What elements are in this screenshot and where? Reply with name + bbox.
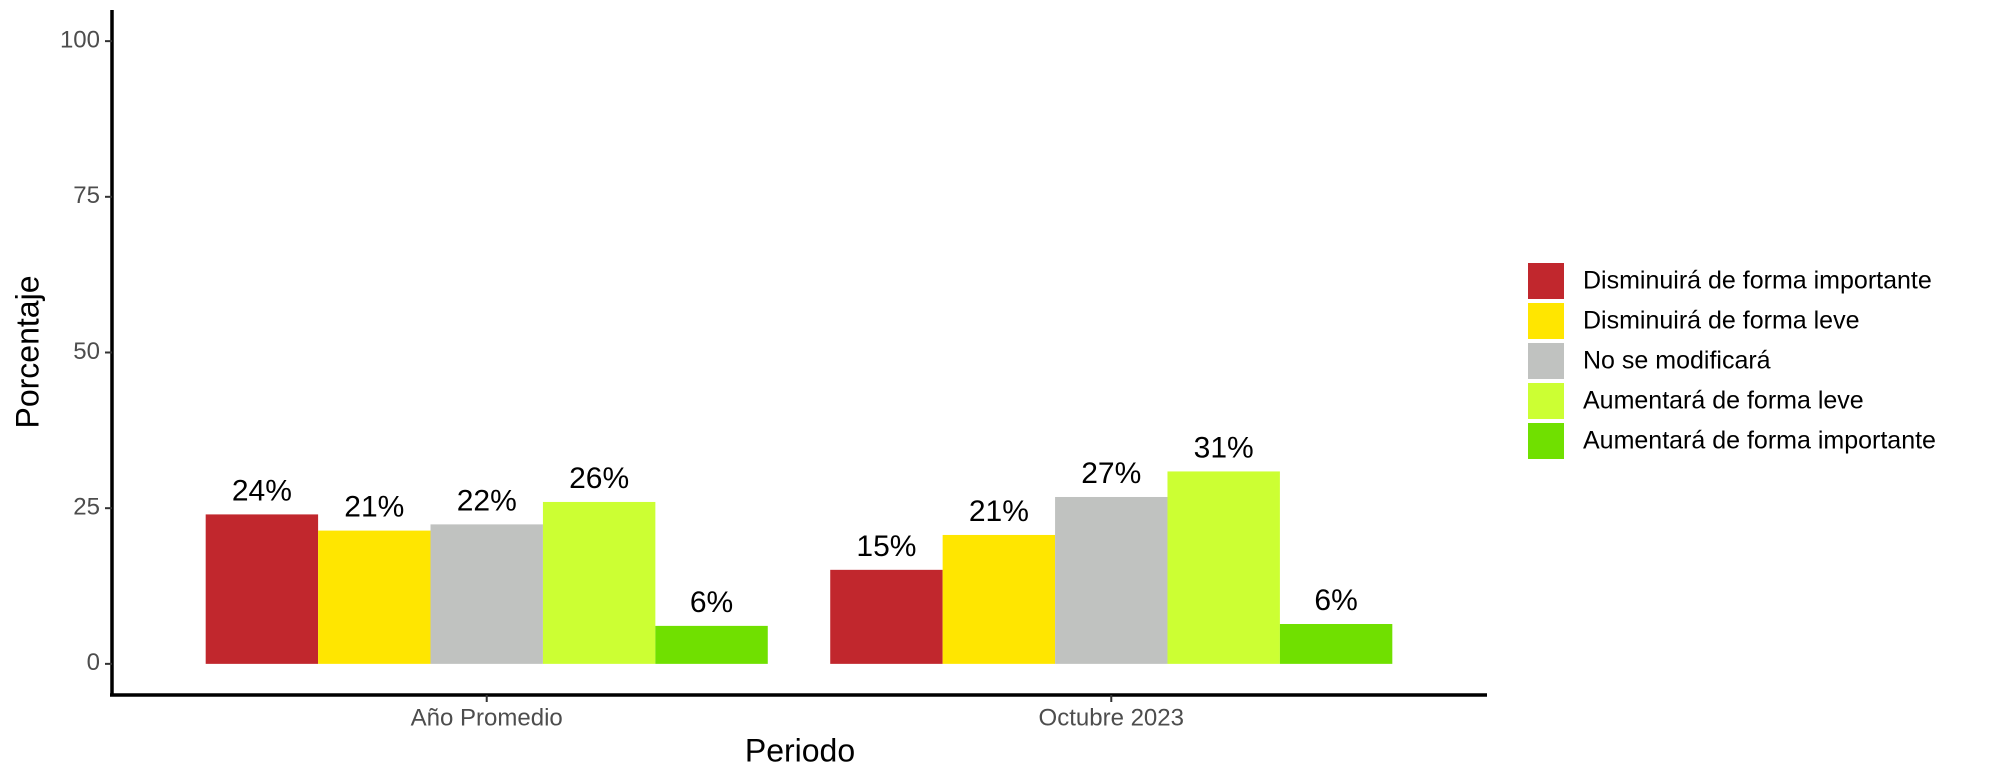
value-label: 21% xyxy=(969,495,1029,528)
y-tick-label: 75 xyxy=(73,182,100,209)
bar xyxy=(542,501,656,664)
value-label: 6% xyxy=(1314,584,1357,617)
value-label: 31% xyxy=(1194,431,1254,464)
legend-swatch xyxy=(1528,303,1564,339)
bar xyxy=(1279,624,1393,664)
y-tick-label: 0 xyxy=(87,649,100,676)
value-label: 27% xyxy=(1081,457,1141,490)
bar xyxy=(655,625,768,664)
value-label: 15% xyxy=(856,530,916,563)
bar xyxy=(205,514,319,664)
x-tick-label: Año Promedio xyxy=(411,704,563,731)
value-label: 22% xyxy=(457,484,517,517)
value-label: 21% xyxy=(344,491,404,524)
legend-label: Disminuirá de forma importante xyxy=(1583,267,1932,295)
legend-swatch xyxy=(1528,263,1564,299)
y-tick-label: 25 xyxy=(73,494,100,521)
legend-swatch xyxy=(1528,343,1564,379)
bar xyxy=(1055,496,1168,664)
bar xyxy=(430,524,543,664)
y-tick-label: 100 xyxy=(60,26,100,53)
legend-swatch xyxy=(1528,423,1564,459)
bar xyxy=(942,534,1056,664)
value-label: 6% xyxy=(690,586,733,619)
bar xyxy=(1167,471,1280,664)
legend-label: Aumentará de forma importante xyxy=(1583,427,1936,455)
legend-swatch xyxy=(1528,383,1564,419)
x-tick-label: Octubre 2023 xyxy=(1039,704,1184,731)
bar xyxy=(830,569,943,664)
value-label: 24% xyxy=(232,474,292,507)
y-axis-title: Porcentaje xyxy=(9,276,45,429)
legend-label: No se modificará xyxy=(1583,347,1771,375)
y-tick-label: 50 xyxy=(73,338,100,365)
legend-label: Aumentará de forma leve xyxy=(1583,387,1864,415)
legend-label: Disminuirá de forma leve xyxy=(1583,307,1860,335)
x-axis-title: Periodo xyxy=(745,732,855,768)
bar xyxy=(318,530,431,664)
value-label: 26% xyxy=(569,462,629,495)
